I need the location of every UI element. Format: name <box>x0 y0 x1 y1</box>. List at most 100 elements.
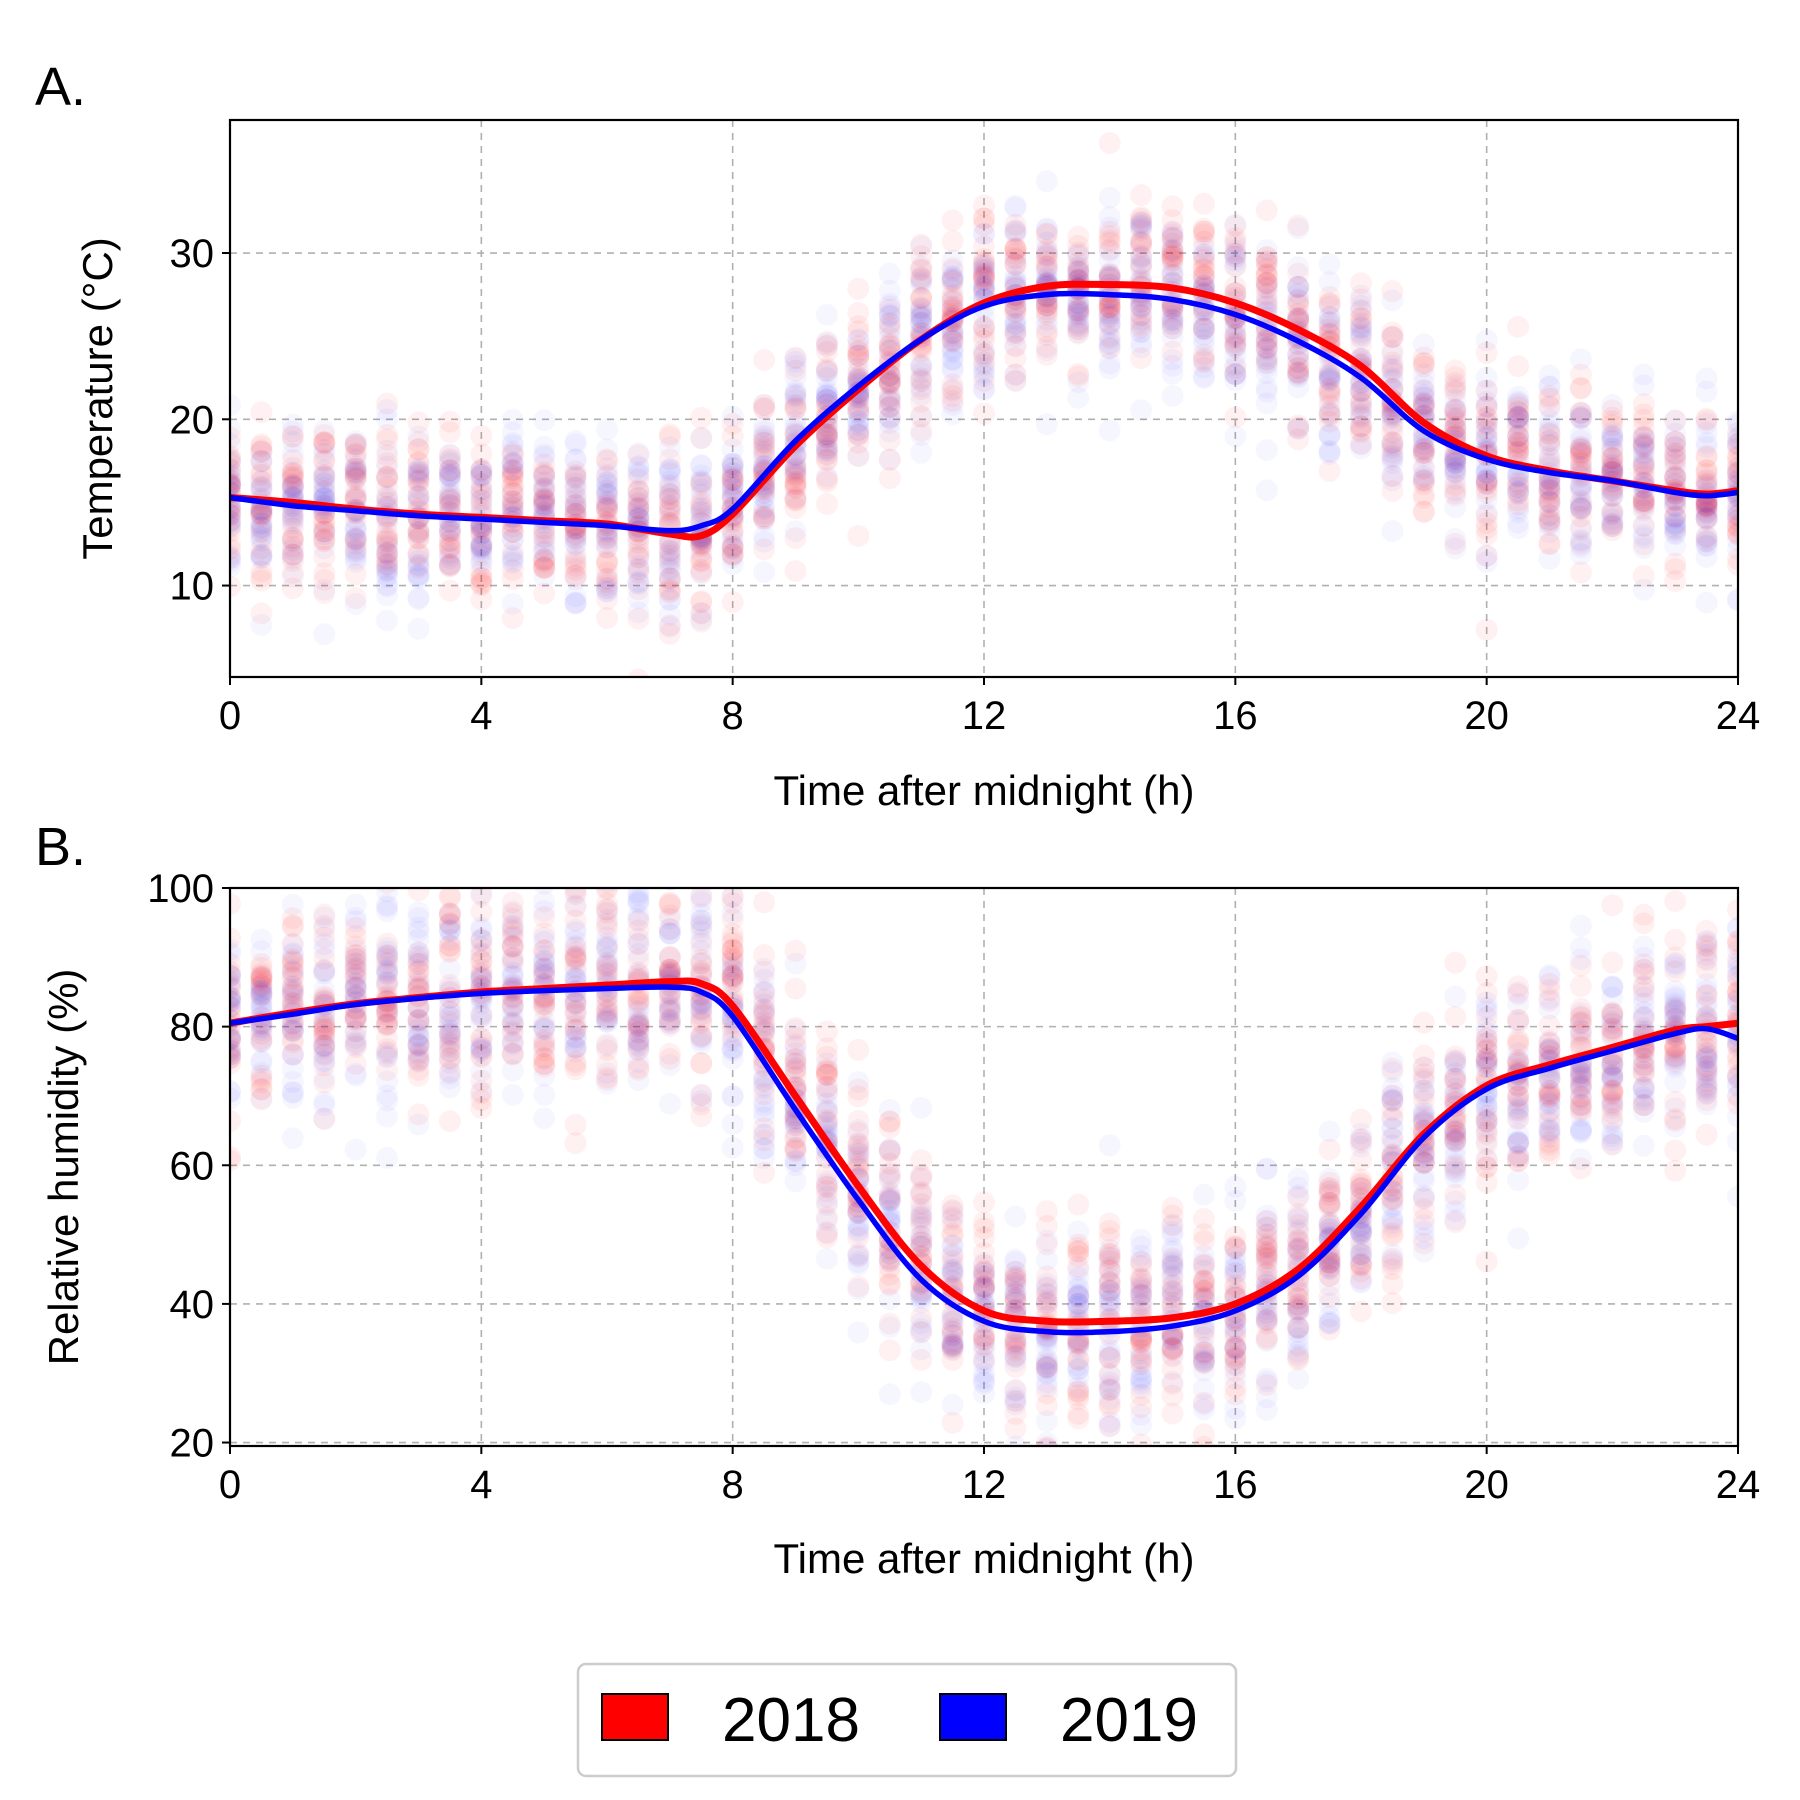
observation-point <box>1130 1414 1152 1436</box>
observation-point <box>658 448 681 471</box>
observation-point <box>344 916 367 939</box>
observation-point <box>1098 1219 1121 1242</box>
observation-point <box>344 935 367 958</box>
observation-point <box>230 1145 241 1168</box>
observation-point <box>1727 514 1738 537</box>
observation-point <box>1695 530 1718 553</box>
observation-point <box>565 489 587 511</box>
observation-point <box>1381 465 1404 488</box>
observation-point <box>344 486 367 509</box>
plot-area <box>230 120 1738 677</box>
observation-point <box>690 500 712 522</box>
observation-point <box>1255 327 1278 350</box>
observation-point <box>1475 517 1498 540</box>
observation-point <box>690 891 712 913</box>
observation-point <box>1224 243 1247 266</box>
observation-point <box>1287 289 1310 312</box>
observation-point <box>627 928 649 950</box>
observation-point <box>721 468 744 491</box>
x-tick-label: 20 <box>1464 694 1509 738</box>
observation-point <box>376 1014 399 1037</box>
observation-point <box>1476 395 1498 417</box>
observation-point <box>407 556 430 579</box>
observation-point <box>658 552 681 575</box>
observation-point <box>1130 303 1153 326</box>
observation-point <box>690 471 713 494</box>
observation-point <box>250 512 272 534</box>
observation-point <box>1507 425 1530 448</box>
observation-point <box>281 965 304 988</box>
observation-point <box>250 565 273 588</box>
observation-point <box>1444 1005 1467 1028</box>
observation-point <box>1412 1011 1435 1034</box>
observation-point <box>847 414 869 436</box>
observation-point <box>1695 506 1718 529</box>
observation-point <box>1412 457 1435 480</box>
observation-point <box>376 1013 399 1036</box>
observation-point <box>250 1030 273 1053</box>
observation-point <box>1412 438 1435 461</box>
observation-point <box>1569 435 1592 458</box>
observation-point <box>1036 170 1058 192</box>
observation-point <box>1130 244 1153 267</box>
observation-point <box>1601 499 1624 522</box>
observation-point <box>313 947 336 970</box>
observation-point <box>659 559 681 581</box>
observation-point <box>847 431 870 454</box>
observation-point <box>313 1107 336 1130</box>
observation-point <box>910 258 933 281</box>
observation-point <box>1475 396 1498 419</box>
observation-point <box>847 339 870 362</box>
observation-point <box>658 579 681 602</box>
observation-point <box>973 207 995 230</box>
observation-point <box>1476 329 1498 351</box>
observation-point <box>533 488 556 511</box>
observation-point <box>501 459 524 482</box>
observation-point <box>784 475 807 498</box>
observation-point <box>470 560 493 583</box>
observation-point <box>1161 239 1184 262</box>
observation-point <box>376 542 399 565</box>
observation-point <box>1224 357 1247 380</box>
observation-point <box>1444 1051 1466 1073</box>
observation-point <box>313 439 335 461</box>
observation-point <box>1664 464 1687 487</box>
observation-point <box>1569 407 1592 430</box>
observation-point <box>784 397 807 420</box>
observation-point <box>847 1071 869 1093</box>
observation-point <box>407 477 430 500</box>
observation-point <box>470 566 493 589</box>
observation-point <box>250 1027 273 1050</box>
observation-point <box>376 466 399 489</box>
observation-point <box>1412 352 1435 375</box>
observation-point <box>1287 414 1310 437</box>
observation-point <box>313 623 335 645</box>
observation-point <box>910 367 933 390</box>
observation-point <box>690 796 712 818</box>
observation-point <box>941 379 964 402</box>
observation-point <box>281 466 304 489</box>
observation-point <box>1381 414 1404 437</box>
observation-point <box>230 509 241 532</box>
observation-point <box>1507 393 1530 416</box>
observation-point <box>910 376 932 398</box>
observation-point <box>1381 351 1404 374</box>
observation-point <box>721 543 744 566</box>
observation-point <box>344 587 367 610</box>
observation-point <box>1507 413 1530 436</box>
observation-point <box>722 405 744 427</box>
observation-point <box>596 588 618 611</box>
observation-point <box>250 463 273 486</box>
observation-point <box>1381 361 1404 384</box>
observation-point <box>878 385 901 408</box>
observation-point <box>1035 303 1058 326</box>
observation-point <box>313 843 335 865</box>
observation-point <box>784 489 807 512</box>
observation-point <box>816 465 838 487</box>
observation-point <box>941 322 964 345</box>
observation-point <box>690 493 713 516</box>
observation-point <box>690 602 713 625</box>
observation-point <box>376 521 399 544</box>
observation-point <box>941 270 964 293</box>
observation-point <box>690 591 713 614</box>
